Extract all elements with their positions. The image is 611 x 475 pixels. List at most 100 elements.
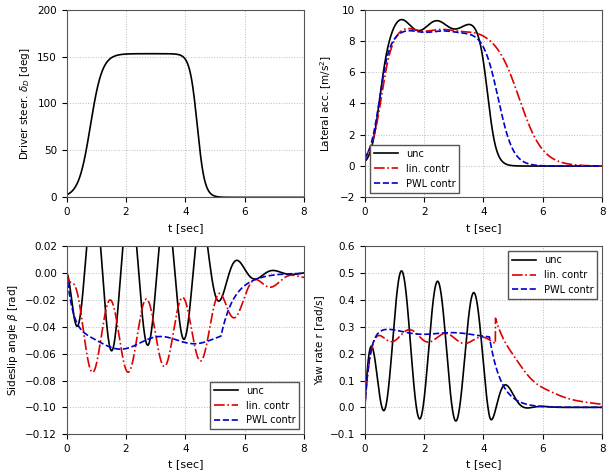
PWL contr bbox=[297, 271, 304, 276]
lin. contr bbox=[595, 401, 602, 407]
lin. contr bbox=[582, 163, 590, 169]
lin. contr bbox=[598, 163, 606, 169]
PWL contr bbox=[511, 396, 518, 401]
lin. contr bbox=[63, 270, 70, 276]
PWL contr bbox=[63, 270, 70, 276]
unc bbox=[280, 271, 288, 276]
PWL contr bbox=[280, 271, 288, 277]
unc bbox=[453, 26, 461, 32]
unc bbox=[297, 270, 304, 276]
unc bbox=[511, 394, 518, 399]
lin. contr bbox=[481, 34, 488, 39]
unc bbox=[582, 163, 590, 169]
X-axis label: t [sec]: t [sec] bbox=[466, 223, 501, 233]
lin. contr bbox=[284, 273, 291, 279]
unc bbox=[183, 330, 190, 335]
lin. contr bbox=[280, 275, 288, 281]
unc bbox=[579, 163, 586, 169]
unc bbox=[361, 405, 368, 410]
lin. contr bbox=[183, 302, 190, 307]
PWL contr bbox=[511, 149, 518, 155]
unc bbox=[398, 17, 405, 22]
unc bbox=[155, 245, 163, 251]
Line: lin. contr: lin. contr bbox=[365, 318, 602, 408]
lin. contr bbox=[481, 334, 488, 340]
lin. contr bbox=[595, 163, 602, 169]
unc bbox=[598, 405, 606, 410]
Y-axis label: Yaw rate r [rad/s]: Yaw rate r [rad/s] bbox=[314, 295, 324, 385]
PWL contr bbox=[595, 405, 602, 410]
lin. contr bbox=[579, 399, 586, 404]
Legend: unc, lin. contr, PWL contr: unc, lin. contr, PWL contr bbox=[370, 145, 459, 192]
PWL contr bbox=[582, 405, 590, 410]
unc bbox=[579, 404, 586, 410]
unc bbox=[301, 270, 308, 275]
Y-axis label: Driver steer. $\delta_D$ [deg]: Driver steer. $\delta_D$ [deg] bbox=[18, 47, 32, 160]
Line: unc: unc bbox=[67, 197, 304, 351]
lin. contr bbox=[404, 26, 412, 31]
lin. contr bbox=[361, 405, 368, 410]
X-axis label: t [sec]: t [sec] bbox=[167, 459, 203, 469]
unc bbox=[213, 295, 220, 301]
unc bbox=[398, 268, 405, 274]
Line: PWL contr: PWL contr bbox=[67, 273, 304, 349]
PWL contr bbox=[406, 28, 413, 34]
PWL contr bbox=[598, 163, 606, 169]
lin. contr bbox=[89, 370, 96, 375]
Line: lin. contr: lin. contr bbox=[67, 273, 304, 372]
unc bbox=[90, 194, 97, 200]
lin. contr bbox=[301, 275, 308, 280]
lin. contr bbox=[579, 162, 586, 168]
Y-axis label: Lateral acc. [m/s$^2$]: Lateral acc. [m/s$^2$] bbox=[318, 55, 334, 152]
X-axis label: t [sec]: t [sec] bbox=[167, 223, 203, 233]
PWL contr bbox=[582, 163, 590, 169]
unc bbox=[63, 270, 70, 276]
lin. contr bbox=[213, 295, 220, 301]
lin. contr bbox=[453, 337, 461, 343]
PWL contr bbox=[595, 163, 602, 169]
unc bbox=[511, 163, 518, 169]
unc bbox=[481, 374, 488, 380]
PWL contr bbox=[481, 333, 488, 339]
PWL contr bbox=[361, 156, 368, 162]
PWL contr bbox=[384, 326, 392, 332]
unc bbox=[582, 405, 590, 410]
unc bbox=[453, 417, 461, 422]
PWL contr bbox=[117, 346, 124, 352]
Line: unc: unc bbox=[365, 19, 602, 166]
unc bbox=[598, 163, 606, 169]
Y-axis label: Sideslip angle $\beta$ [rad]: Sideslip angle $\beta$ [rad] bbox=[5, 284, 20, 396]
unc bbox=[284, 271, 291, 277]
lin. contr bbox=[582, 399, 590, 405]
unc bbox=[361, 159, 368, 164]
PWL contr bbox=[579, 404, 586, 410]
lin. contr bbox=[598, 401, 606, 407]
Legend: unc, lin. contr, PWL contr: unc, lin. contr, PWL contr bbox=[210, 382, 299, 429]
lin. contr bbox=[492, 315, 499, 321]
unc bbox=[595, 405, 602, 410]
unc bbox=[481, 66, 488, 72]
PWL contr bbox=[453, 29, 461, 35]
PWL contr bbox=[284, 271, 291, 277]
Legend: unc, lin. contr, PWL contr: unc, lin. contr, PWL contr bbox=[508, 251, 598, 299]
PWL contr bbox=[361, 405, 368, 410]
unc bbox=[595, 163, 602, 169]
PWL contr bbox=[453, 330, 461, 336]
Line: PWL contr: PWL contr bbox=[365, 329, 602, 408]
lin. contr bbox=[361, 155, 368, 161]
PWL contr bbox=[213, 335, 220, 341]
unc bbox=[108, 348, 115, 353]
lin. contr bbox=[511, 82, 518, 87]
PWL contr bbox=[579, 163, 586, 169]
lin. contr bbox=[297, 274, 304, 280]
PWL contr bbox=[481, 47, 488, 52]
PWL contr bbox=[183, 340, 190, 346]
PWL contr bbox=[301, 271, 308, 276]
lin. contr bbox=[453, 28, 461, 34]
X-axis label: t [sec]: t [sec] bbox=[466, 459, 501, 469]
lin. contr bbox=[511, 354, 518, 360]
PWL contr bbox=[598, 405, 606, 410]
Line: PWL contr: PWL contr bbox=[365, 31, 602, 166]
Line: lin. contr: lin. contr bbox=[365, 28, 602, 166]
lin. contr bbox=[155, 349, 163, 355]
